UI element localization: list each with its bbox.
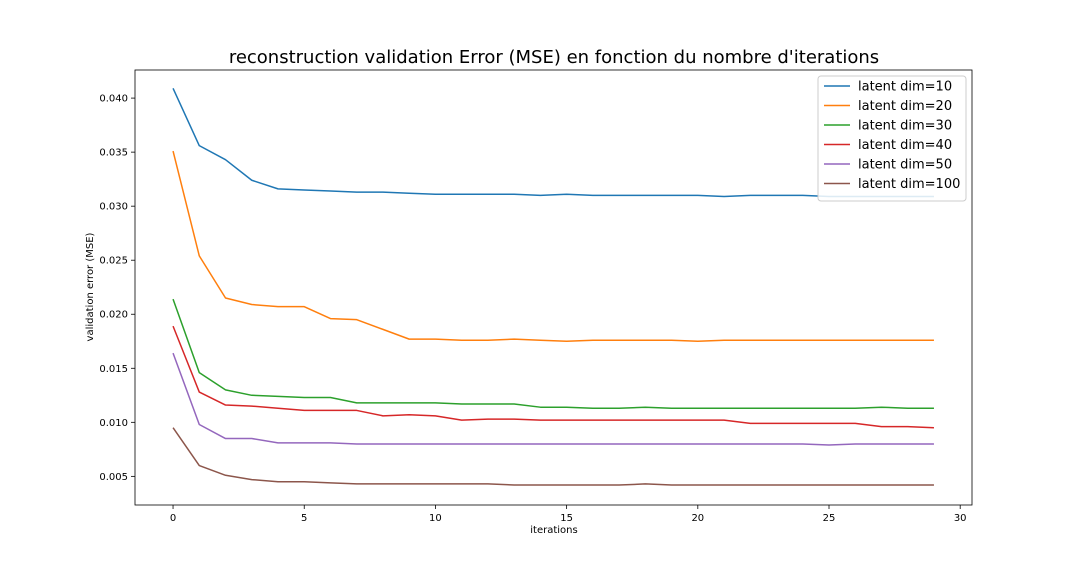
y-tick-label-6: 0.035 — [99, 148, 128, 159]
axes-frame — [134, 69, 973, 506]
y-tick-label-1: 0.010 — [99, 418, 128, 429]
series-line-4 — [172, 352, 934, 446]
series-line-2 — [172, 298, 934, 410]
x-tick-label-4: 20 — [691, 513, 704, 524]
x-axis-label: iterations — [530, 525, 577, 536]
y-axis-label: validation error (MSE) — [85, 232, 96, 341]
y-tick-label-2: 0.015 — [99, 364, 128, 375]
legend-label-3: latent dim=40 — [858, 138, 952, 153]
legend-label-0: latent dim=10 — [858, 80, 952, 95]
x-tick-label-0: 0 — [170, 513, 176, 524]
x-tick-label-2: 10 — [429, 513, 442, 524]
y-tick-label-5: 0.030 — [99, 202, 128, 213]
series-line-3 — [172, 325, 934, 429]
x-tick-label-3: 15 — [560, 513, 573, 524]
y-tick-label-3: 0.020 — [99, 310, 128, 321]
legend: latent dim=10 latent dim=20 latent dim=30 l… — [817, 75, 967, 202]
series-layer — [172, 88, 934, 486]
series-line-1 — [172, 150, 934, 343]
legend-box — [817, 75, 967, 202]
y-tick-label-0: 0.005 — [99, 472, 128, 483]
series-line-0 — [172, 88, 934, 198]
legend-label-4: latent dim=50 — [858, 158, 952, 173]
axes-layer: 0 5 10 15 20 25 30 0.005 0.010 0.015 0.020 0.025 0.0… — [99, 69, 973, 524]
x-tick-label-5: 25 — [823, 513, 836, 524]
y-tick-label-4: 0.025 — [99, 256, 128, 267]
x-tick-label-1: 5 — [301, 513, 307, 524]
chart-title: reconstruction validation Error (MSE) en… — [229, 47, 879, 68]
y-tick-label-7: 0.040 — [99, 94, 128, 105]
series-line-5 — [172, 427, 934, 486]
x-tick-label-6: 30 — [954, 513, 967, 524]
legend-label-1: latent dim=20 — [858, 99, 952, 114]
legend-label-5: latent dim=100 — [858, 177, 960, 192]
legend-label-2: latent dim=30 — [858, 119, 952, 134]
